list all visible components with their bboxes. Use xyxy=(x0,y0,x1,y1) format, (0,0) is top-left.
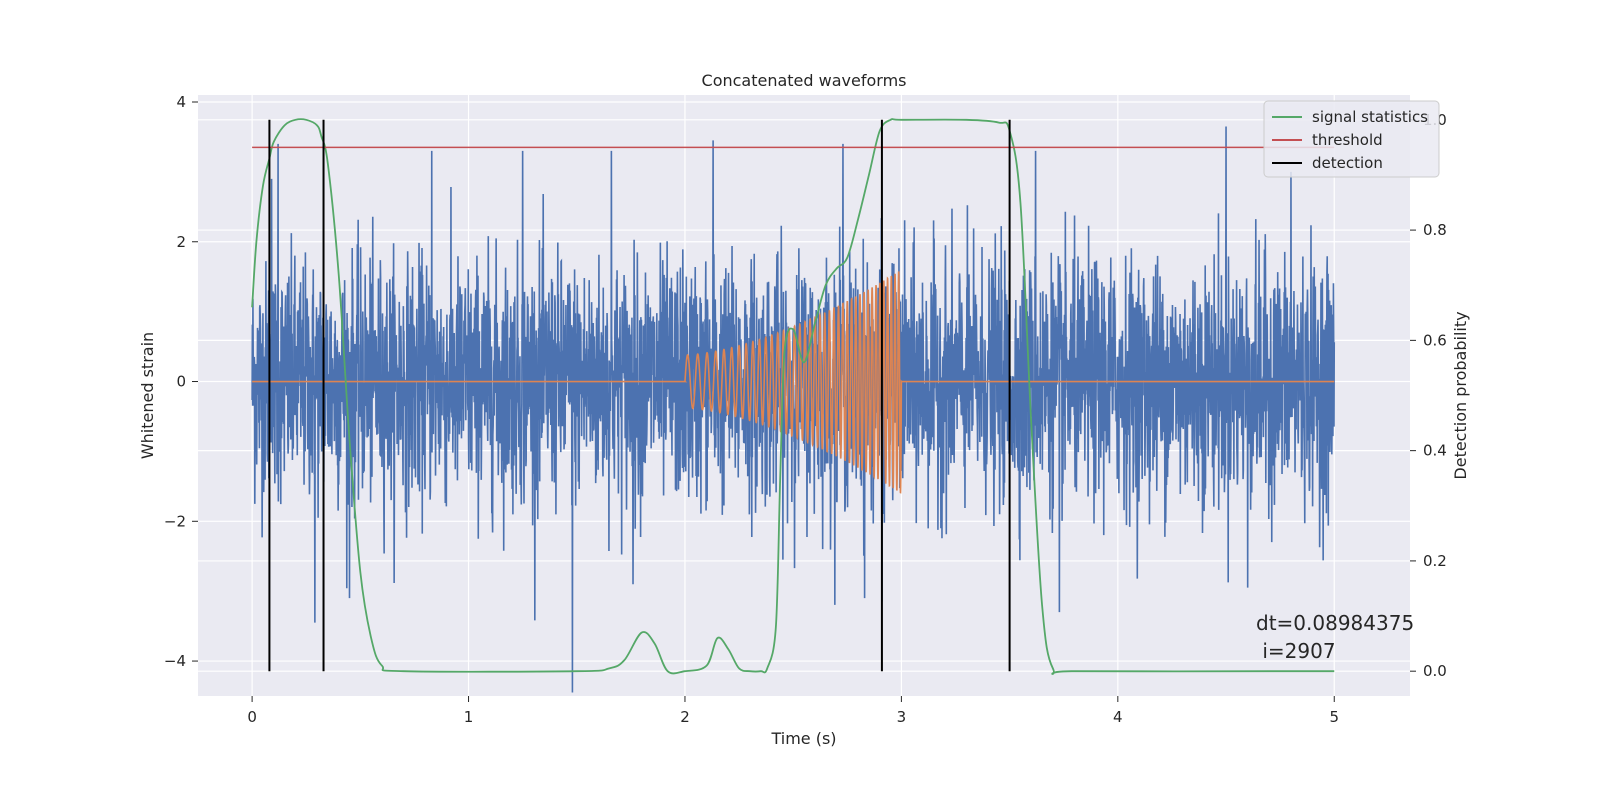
x-tick-label: 3 xyxy=(897,708,907,726)
x-tick-label: 1 xyxy=(464,708,474,726)
x-tick-label: 4 xyxy=(1113,708,1123,726)
legend-signal-statistics-label: signal statistics xyxy=(1312,108,1428,126)
y2-tick-label: 0.6 xyxy=(1423,331,1447,349)
signal-statistics-line xyxy=(251,118,1335,675)
x-tick-label: 5 xyxy=(1329,708,1339,726)
y-axis-label: Whitened strain xyxy=(138,332,157,459)
y2-tick-label: 0.8 xyxy=(1423,221,1447,239)
x-axis-label: Time (s) xyxy=(770,729,836,748)
y-tick-label: 2 xyxy=(176,233,186,251)
annotation-index: i=2907 xyxy=(1256,639,1336,663)
y2-tick-label: 0.2 xyxy=(1423,552,1447,570)
legend-detection-label: detection xyxy=(1312,154,1383,172)
annotation-dt: dt=0.08984375 xyxy=(1256,611,1414,635)
signal-statistics-series xyxy=(251,118,1335,675)
injection-series xyxy=(252,271,1335,494)
y2-tick-label: 0.0 xyxy=(1423,662,1447,680)
legend: signal statistics threshold detection xyxy=(1263,100,1440,178)
chart-title: Concatenated waveforms xyxy=(702,71,907,90)
y2-axis-label: Detection probability xyxy=(1451,311,1470,479)
injection-line xyxy=(252,271,1335,494)
x-tick-label: 0 xyxy=(247,708,257,726)
detection-lines xyxy=(268,119,1011,672)
legend-box xyxy=(1263,100,1440,178)
y-tick-label: −4 xyxy=(164,652,186,670)
x-tick-label: 2 xyxy=(680,708,690,726)
y-tick-label: 0 xyxy=(176,373,186,391)
legend-threshold-label: threshold xyxy=(1312,131,1383,149)
y2-tick-label: 0.4 xyxy=(1423,442,1447,460)
y-tick-label: −2 xyxy=(164,512,186,530)
y-tick-label: 4 xyxy=(176,93,186,111)
